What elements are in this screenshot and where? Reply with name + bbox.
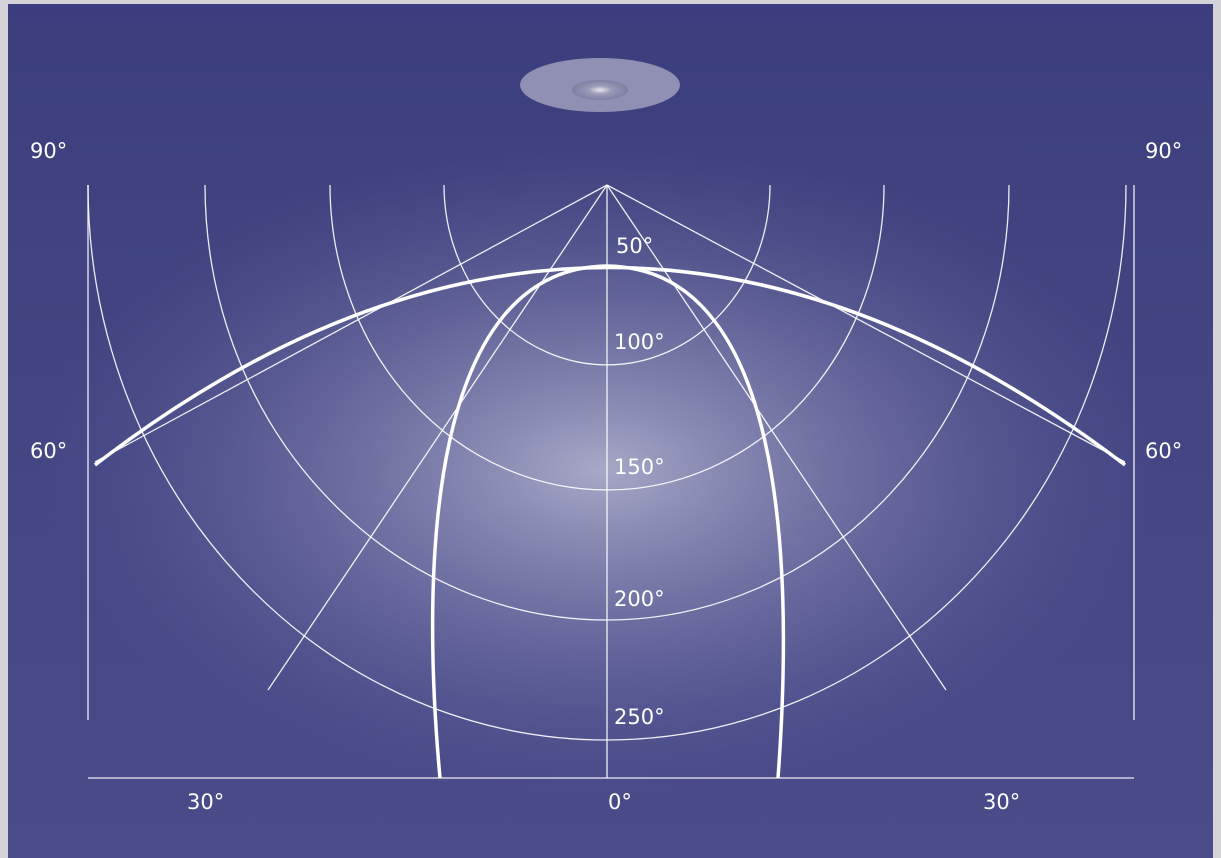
ring-label: 100°: [614, 330, 665, 354]
angle-label: 90°: [1145, 139, 1182, 163]
lamp-lens: [572, 80, 628, 100]
angle-label: 0°: [608, 790, 632, 814]
narrow-beam-curve: [430, 264, 786, 779]
angle-label: 30°: [983, 790, 1020, 814]
ring-label: 150°: [614, 455, 665, 479]
ring-label: 50°: [616, 234, 653, 258]
angle-label: 60°: [1145, 439, 1182, 463]
ring-label: 200°: [614, 587, 665, 611]
angle-label: 60°: [30, 439, 67, 463]
angle-label: 90°: [30, 139, 67, 163]
radial-line: [94, 184, 608, 463]
angle-label: 30°: [187, 790, 224, 814]
radial-line: [606, 184, 1126, 463]
ring-label: 250°: [614, 705, 665, 729]
light-glow: [40, 140, 1160, 800]
